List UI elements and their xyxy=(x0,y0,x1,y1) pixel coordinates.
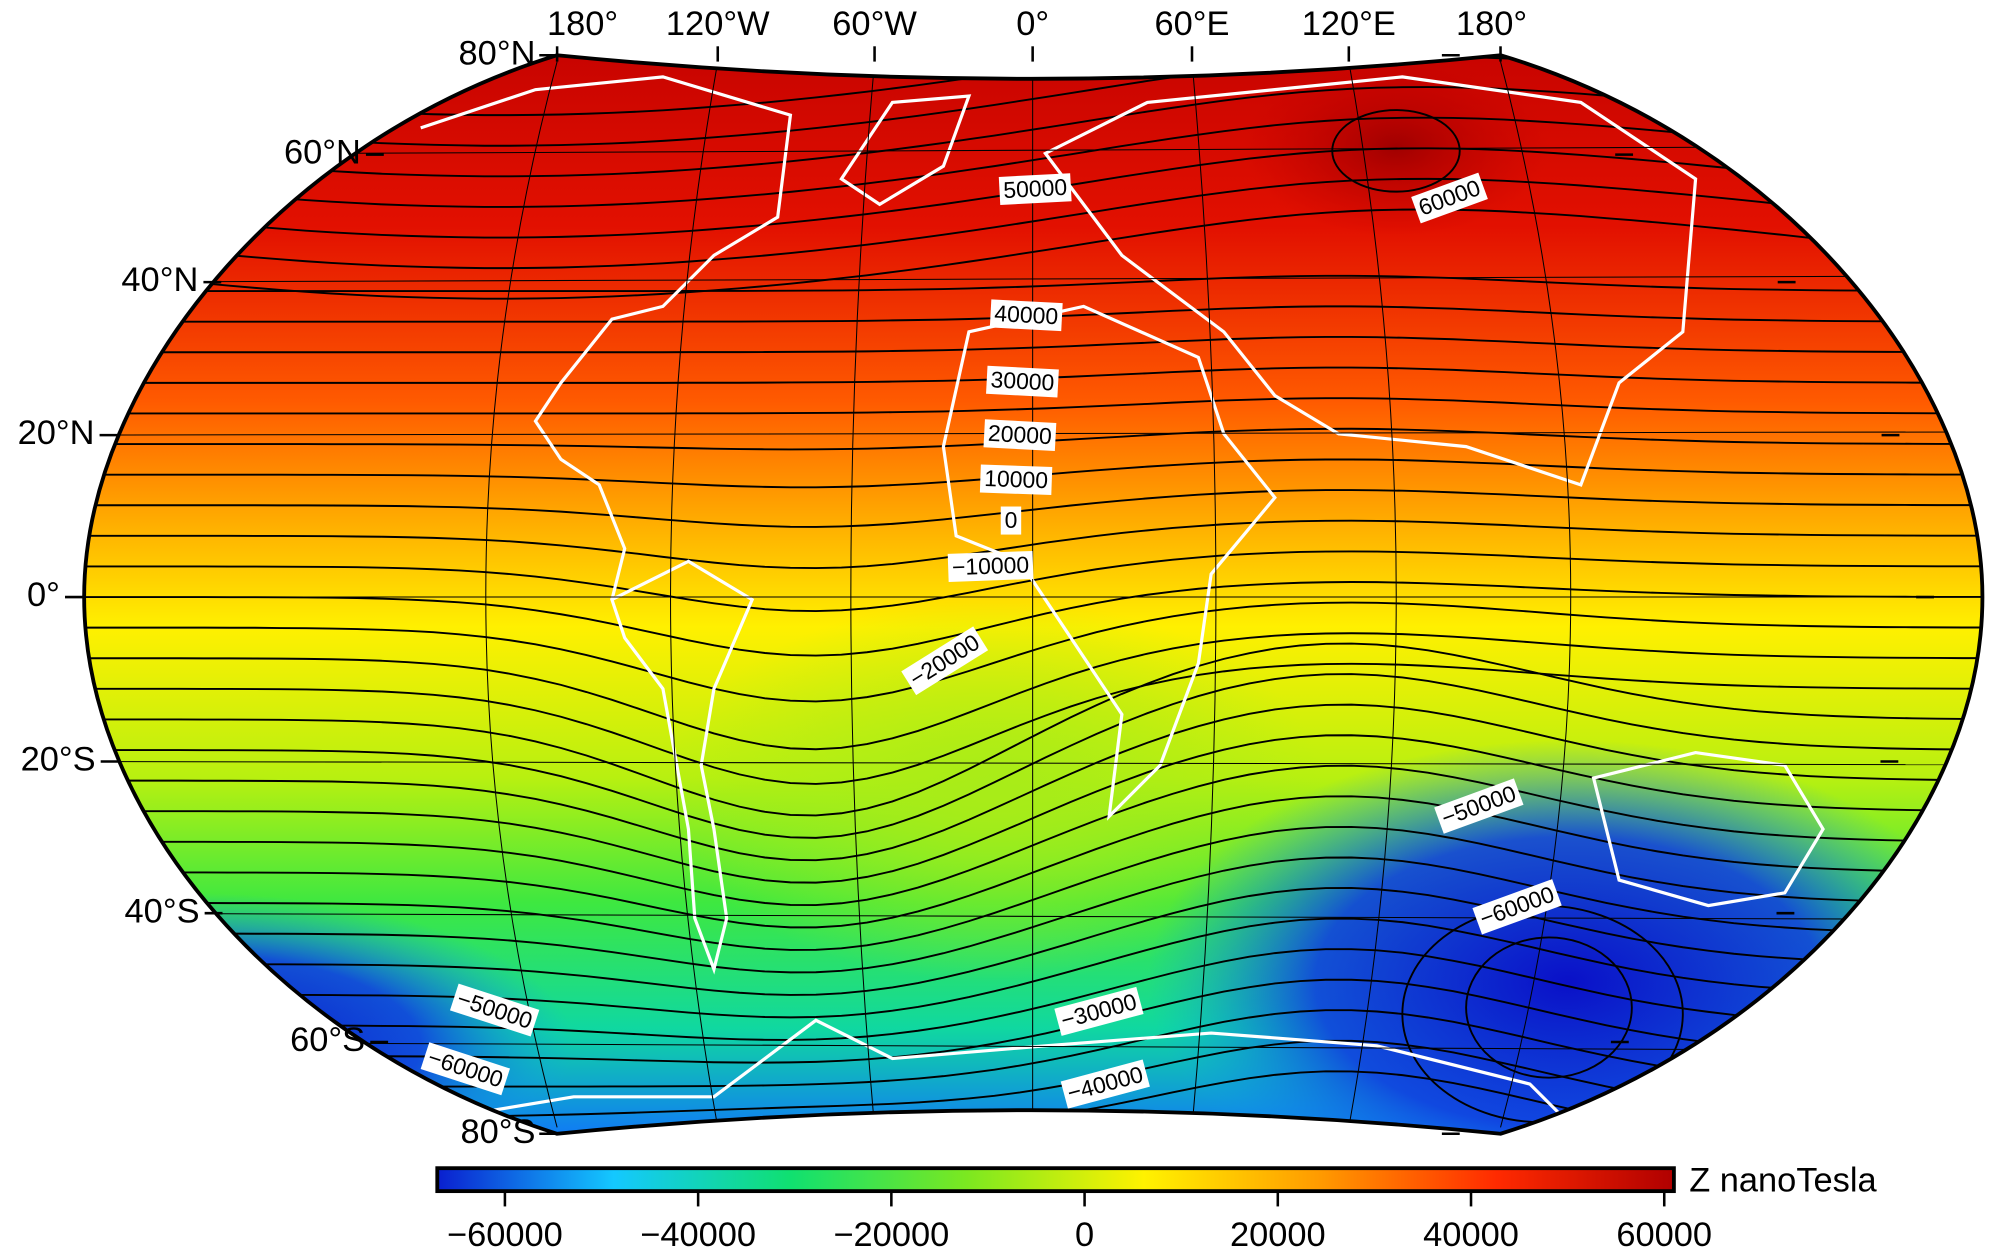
lon-label: 120°W xyxy=(666,5,770,43)
lon-label: 120°E xyxy=(1302,5,1396,43)
contour-label-text: 20000 xyxy=(987,420,1052,449)
meridian xyxy=(1191,61,1217,1128)
field-anomaly xyxy=(1147,739,1983,1134)
contour-label-box xyxy=(449,983,540,1037)
contour-label-box xyxy=(983,419,1057,452)
lon-label: 180° xyxy=(1456,5,1527,43)
contour-label: 0 xyxy=(1000,506,1022,535)
coast xyxy=(1591,750,1825,908)
contour-label-box xyxy=(1411,172,1488,224)
contour-label-text: 0 xyxy=(1005,507,1018,533)
coast xyxy=(941,304,1277,821)
parallel xyxy=(84,55,1983,56)
contour-label-box xyxy=(1472,879,1562,935)
contour-label-box xyxy=(989,299,1063,332)
colorbar-tick-label: 20000 xyxy=(1230,1216,1326,1254)
lat-label: 80°N xyxy=(459,34,536,72)
contour-label-text: 50000 xyxy=(1003,174,1068,203)
coast xyxy=(839,94,972,207)
contour-label: 20000 xyxy=(983,419,1057,452)
lat-label: 0° xyxy=(27,576,60,614)
contour-label: 30000 xyxy=(986,365,1059,398)
contour-label: 50000 xyxy=(998,173,1072,205)
contour-label-box xyxy=(986,365,1059,398)
contour-label-box xyxy=(979,464,1053,496)
parallel xyxy=(84,1133,1983,1134)
coast xyxy=(420,75,793,600)
colorbar: Z nanoTesla −60000 −40000 −20000 0 20000 40000… xyxy=(435,1161,1878,1254)
coast xyxy=(420,1018,1570,1124)
lat-label: 20°S xyxy=(21,741,96,779)
colorbar-tick-label: 0 xyxy=(1075,1216,1094,1254)
lat-label: 20°N xyxy=(18,414,95,452)
parallel xyxy=(84,145,1983,156)
colorbar-tick-label: 40000 xyxy=(1423,1216,1519,1254)
lon-label: 180° xyxy=(547,5,618,43)
contour-label-box xyxy=(1054,986,1144,1036)
contour-label-box xyxy=(420,1042,511,1096)
lat-label: 60°N xyxy=(284,134,361,172)
lat-label: 60°S xyxy=(290,1021,365,1059)
meridian xyxy=(485,61,558,1128)
parallel xyxy=(84,760,1983,766)
meridian xyxy=(1500,61,1572,1128)
contour-label: 10000 xyxy=(979,464,1053,496)
contour-label-text: −10000 xyxy=(952,551,1030,580)
coast xyxy=(1042,75,1698,487)
parallel xyxy=(84,275,1983,283)
lon-label: 0° xyxy=(1016,5,1049,43)
lat-label: 40°S xyxy=(125,892,200,930)
contour-label: −10000 xyxy=(947,550,1034,582)
colorbar-tick-label: 60000 xyxy=(1616,1216,1712,1254)
lat-label: 40°N xyxy=(121,261,198,299)
contour-label-text: 30000 xyxy=(990,366,1055,395)
coastlines xyxy=(420,75,1825,1124)
colorbar-tick-label: −60000 xyxy=(447,1216,563,1254)
contour-label: 40000 xyxy=(989,299,1063,332)
lat-label: 80°S xyxy=(460,1113,535,1151)
colorbar-label: Z nanoTesla xyxy=(1689,1161,1877,1199)
meridian xyxy=(1348,61,1397,1128)
lon-label: 60°E xyxy=(1155,5,1230,43)
meridian xyxy=(670,61,719,1128)
contour-labels: 50000400003000020000100000−10000−20000−5… xyxy=(420,172,1562,1109)
colorbar-tick-label: −40000 xyxy=(640,1216,756,1254)
contour-label-box xyxy=(998,173,1072,205)
colorbar-tick-label: −20000 xyxy=(833,1216,949,1254)
parallel xyxy=(84,912,1983,921)
colorbar-scale xyxy=(435,1166,1676,1194)
contour-line xyxy=(1465,936,1633,1079)
contour-label-box xyxy=(1060,1059,1150,1109)
contour-label-text: 40000 xyxy=(994,300,1059,329)
contour-label-text: 10000 xyxy=(984,465,1049,493)
contour-label-box xyxy=(947,550,1034,582)
lon-label: 60°W xyxy=(832,5,917,43)
contour-label-box xyxy=(1434,778,1524,834)
contour-label-box xyxy=(1000,506,1022,535)
meridian xyxy=(850,61,876,1128)
contour-line xyxy=(1331,109,1461,193)
coast xyxy=(609,559,755,975)
frame-labels: 180° 120°W 60°W 0° 60°E 120°E 180° 80°N 60°N 40°N… xyxy=(18,5,1934,1151)
contour-label-box xyxy=(901,626,989,696)
